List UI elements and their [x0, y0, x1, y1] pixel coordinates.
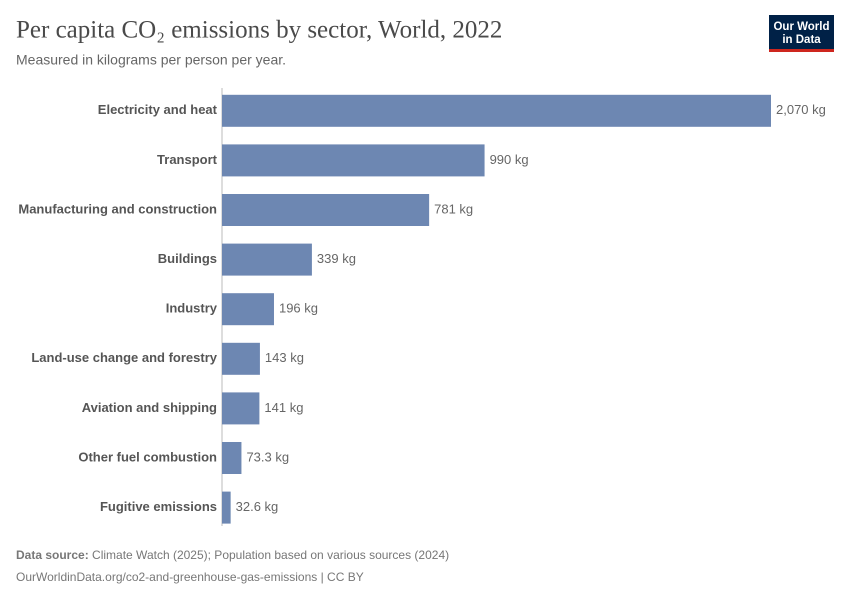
bar — [222, 491, 231, 524]
value-label: 2,070 kg — [776, 102, 826, 117]
source-note: Data source: Climate Watch (2025); Popul… — [16, 548, 449, 562]
value-label: 196 kg — [279, 301, 318, 316]
source-label: Data source: — [16, 548, 89, 562]
category-label: Other fuel combustion — [78, 449, 217, 464]
bar — [222, 342, 260, 375]
logo-box[interactable] — [769, 15, 834, 52]
category-label: Land-use change and forestry — [31, 350, 217, 365]
chart-title: Per capita CO₂ emissions by sector, Worl… — [16, 17, 502, 44]
source: Climate Watch (2025); Population based o… — [92, 548, 449, 562]
bar — [222, 293, 274, 326]
bar — [222, 194, 430, 226]
category-label: Industry — [166, 301, 218, 316]
bar — [222, 442, 242, 474]
value-label: 32.6 kg — [236, 499, 279, 514]
bar — [222, 144, 485, 177]
logo-stripe — [769, 49, 834, 52]
bar — [222, 243, 312, 276]
chart-subtitle: Measured in kilograms per person per yea… — [16, 52, 286, 68]
value-label: 990 kg — [490, 152, 529, 167]
value-label: 143 kg — [265, 350, 304, 365]
value-label: 141 kg — [264, 400, 303, 415]
value-label: 73.3 kg — [246, 449, 289, 464]
value-label: 339 kg — [317, 251, 356, 266]
logo-text: in Data — [782, 34, 821, 46]
bar — [222, 94, 771, 127]
bar — [222, 392, 260, 425]
category-label: Fugitive emissions — [100, 499, 217, 514]
value-label: 781 kg — [434, 201, 473, 216]
logo-text: Our World — [773, 21, 829, 33]
category-label: Manufacturing and construction — [18, 201, 217, 216]
category-label: Aviation and shipping — [82, 400, 217, 415]
category-label: Electricity and heat — [98, 102, 218, 117]
category-label: Transport — [157, 152, 218, 167]
url-line: OurWorldinData.org/co2-and-greenhouse-ga… — [16, 570, 364, 584]
category-label: Buildings — [158, 251, 217, 266]
